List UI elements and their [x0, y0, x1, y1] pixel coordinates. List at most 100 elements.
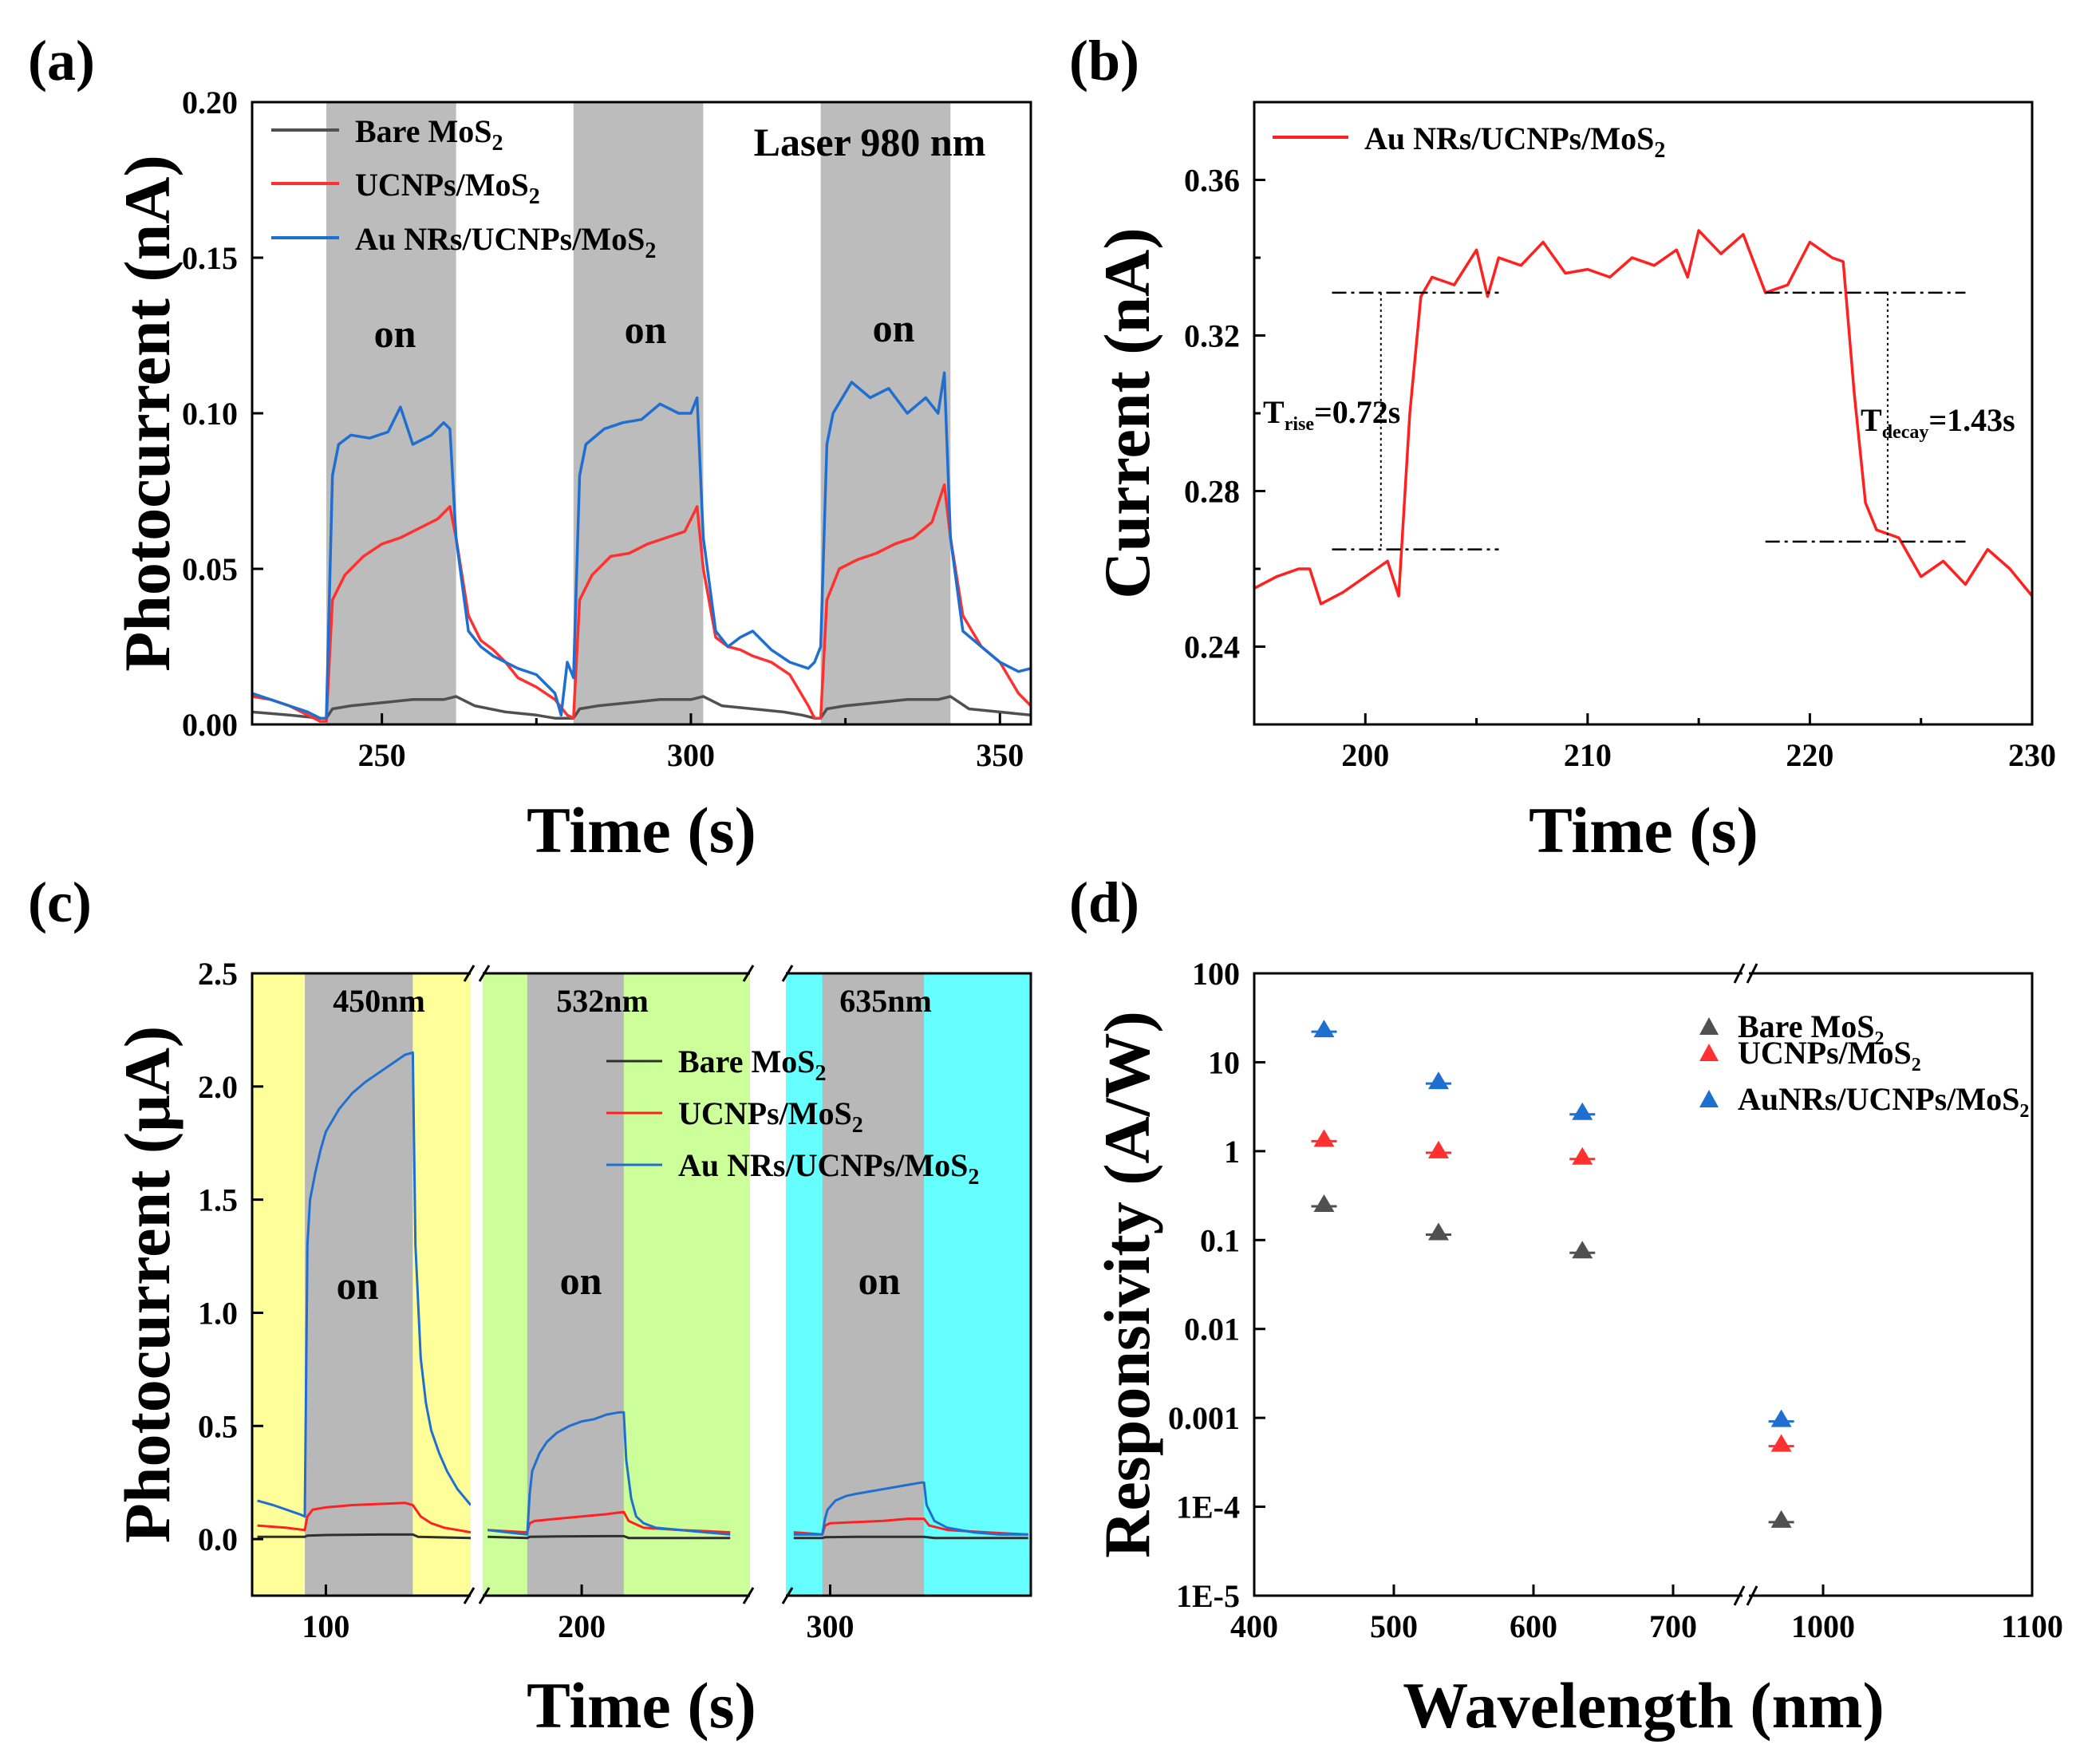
x-tick-label: 210: [1564, 737, 1612, 773]
y-tick-label: 0.36: [1184, 163, 1240, 199]
break-mark: [781, 1587, 794, 1604]
panel-d-label: (d): [1069, 870, 1139, 934]
guide-lines: [1332, 291, 1966, 551]
y-tick-label: 0.20: [182, 85, 238, 120]
series-line: [257, 1502, 472, 1534]
data-lines: [257, 1051, 1028, 1540]
y-tick-label: 0.01: [1184, 1312, 1240, 1348]
break-mark: [478, 1587, 491, 1604]
y-tick-label: 0.05: [182, 551, 238, 587]
data-point: [1313, 1020, 1335, 1038]
axis-break: [1733, 963, 1758, 1606]
data-lines: [251, 371, 1032, 723]
series-line: [257, 1533, 472, 1540]
legend-label-ucnps: UCNPs/MoS2: [355, 167, 540, 209]
data-point: [1313, 1129, 1335, 1147]
data-point: [1770, 1434, 1792, 1452]
x-tick-label: 350: [976, 737, 1024, 773]
series-line: [257, 1051, 472, 1518]
series-line: [793, 1481, 1028, 1536]
break-gap: [1743, 970, 1749, 977]
data-point: [1770, 1409, 1792, 1427]
laser-annotation: Laser 980 nm: [754, 120, 986, 164]
on-label: on: [625, 307, 667, 352]
break-mark: [478, 965, 491, 982]
y-tick-label: 0.0: [198, 1521, 238, 1557]
y-tick-label: 0.32: [1184, 318, 1240, 354]
plot-frame: [1253, 972, 2034, 1597]
y-tick-label: 2.0: [198, 1069, 238, 1105]
y-tick-label: 1.5: [198, 1182, 238, 1218]
panel-c: (c) 100 200 300 0.0 0.5 1.0 1.5 2.0 2.5 450nm 5…: [28, 870, 1032, 1742]
on-period-band: [305, 973, 413, 1596]
data-point: [1428, 1140, 1449, 1158]
break-mark: [742, 965, 755, 982]
axis-break-gap: [471, 970, 483, 1599]
series-line: [251, 483, 1032, 723]
x-ticks: 400 500 600 700 1000 1100: [1230, 1584, 2063, 1644]
legend-label-ucnps: UCNPs/MoS2: [1738, 1035, 1921, 1075]
break-mark: [781, 965, 794, 982]
y-tick-label: 0.24: [1184, 629, 1240, 665]
x-tick-label: 220: [1786, 737, 1833, 773]
data-point: [1428, 1071, 1449, 1090]
legend-label-au: Au NRs/UCNPs/MoS2: [678, 1147, 979, 1190]
x-ticks: 250 300 350: [358, 713, 1024, 773]
on-label: on: [374, 311, 416, 356]
x-tick-label: 200: [1341, 737, 1389, 773]
on-label: on: [337, 1263, 379, 1308]
on-label: on: [873, 306, 915, 350]
wavelength-label-450: 450nm: [333, 983, 425, 1019]
panel-a: (a) 250 300 350 0.00 0.05 0.10 0.15 0.20 on on…: [28, 29, 1032, 866]
y-tick-label: 1.0: [198, 1295, 238, 1331]
x-tick-label: 600: [1510, 1608, 1557, 1644]
wavelength-label-635: 635nm: [839, 983, 932, 1019]
y-ticks: 0.24 0.28 0.32 0.36: [1184, 163, 1265, 665]
panel-c-label: (c): [28, 870, 92, 934]
legend-marker-ucnps: [1699, 1044, 1719, 1061]
y-axis-title: Responsivity (A/W): [1091, 1011, 1163, 1558]
y-ticks: 0.00 0.05 0.10 0.15 0.20: [182, 85, 263, 743]
x-tick-label: 300: [667, 737, 715, 773]
panel-b-label: (b): [1069, 29, 1139, 93]
y-tick-label: 0.1: [1200, 1222, 1240, 1258]
on-period-band: [820, 102, 951, 724]
y-tick-label: 0.28: [1184, 474, 1240, 510]
y-axis-title: Current (nA): [1091, 227, 1163, 598]
data-point: [1572, 1146, 1593, 1165]
data-point: [1313, 1194, 1335, 1212]
x-ticks: 200 210 220 230: [1253, 713, 2056, 773]
legend: Au NRs/UCNPs/MoS2: [1273, 120, 1665, 163]
x-axis-title: Time (s): [527, 794, 756, 866]
background-bands: [252, 973, 1031, 1596]
y-tick-label: 100: [1192, 956, 1240, 992]
data-point: [1572, 1241, 1593, 1259]
on-label: on: [858, 1258, 901, 1303]
x-tick-label: 200: [558, 1608, 606, 1644]
x-tick-label: 250: [358, 737, 406, 773]
break-mark: [1733, 963, 1746, 984]
y-tick-label: 10: [1208, 1044, 1240, 1080]
panel-b: (b) 200 210 220 230 0.24 0.28 0.32 0.36 Au NRs…: [1069, 29, 2056, 866]
y-tick-label: 0.10: [182, 396, 238, 432]
series-line: [251, 371, 1032, 720]
legend-label-ucnps: UCNPs/MoS2: [678, 1095, 863, 1138]
legend: Bare MoS2 UCNPs/MoS2 Au NRs/UCNPs/MoS2: [606, 1044, 979, 1190]
y-tick-label: 2.5: [198, 956, 238, 992]
wavelength-label-532: 532nm: [556, 983, 649, 1019]
y-tick-label: 0.001: [1168, 1400, 1240, 1436]
panel-a-label: (a): [28, 29, 95, 93]
x-axis-title: Time (s): [1529, 794, 1758, 866]
data-lines: [1253, 229, 2034, 606]
data-points: [1311, 1020, 1794, 1528]
y-ticks: 0.0 0.5 1.0 1.5 2.0 2.5: [198, 956, 263, 1557]
x-ticks: 100 200 300: [302, 1584, 854, 1644]
on-period-band: [527, 973, 624, 1596]
x-axis-title: Wavelength (nm): [1403, 1669, 1885, 1742]
y-tick-label: 0.5: [198, 1408, 238, 1444]
break-mark: [1733, 1585, 1746, 1606]
legend-label-au: Au NRs/UCNPs/MoS2: [355, 221, 656, 263]
x-tick-label: 1000: [1791, 1608, 1855, 1644]
break-mark: [1746, 1585, 1758, 1606]
series-line: [487, 1534, 731, 1540]
